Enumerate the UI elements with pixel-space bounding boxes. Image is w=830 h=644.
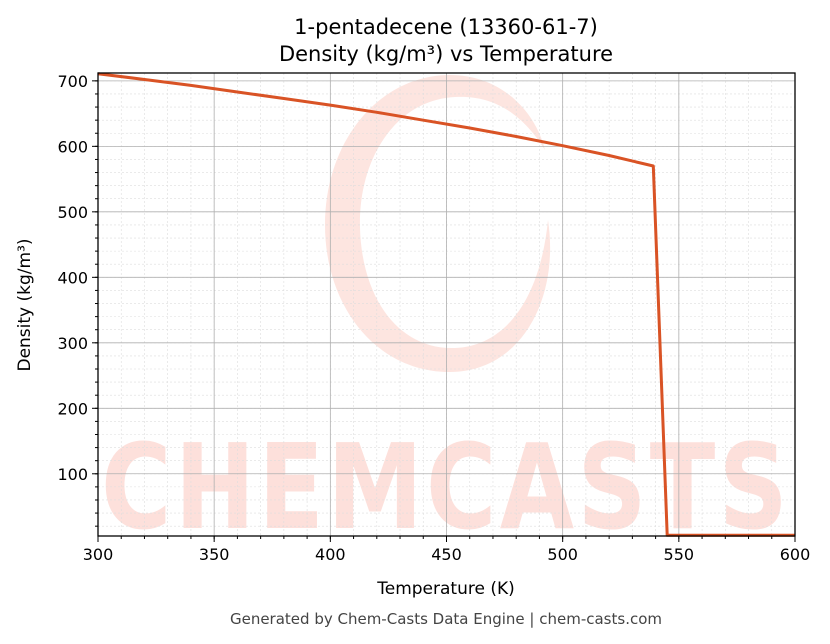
chart-subtitle: Density (kg/m³) vs Temperature: [279, 42, 613, 66]
watermark-swirl-icon: [325, 75, 551, 372]
y-tick-label: 100: [57, 465, 88, 484]
x-tick-label: 450: [431, 545, 462, 564]
x-tick-label: 550: [664, 545, 695, 564]
x-tick-label: 300: [83, 545, 114, 564]
x-axis-label: Temperature (K): [376, 579, 515, 599]
watermark: CHEMCASTS: [101, 75, 787, 556]
y-tick-label: 300: [57, 334, 88, 353]
density-line: [97, 72, 795, 537]
y-tick-label: 700: [57, 72, 88, 91]
x-tick-label: 400: [315, 545, 346, 564]
y-tick-label: 500: [57, 203, 88, 222]
x-tick-label: 600: [780, 545, 811, 564]
chart-title: 1-pentadecene (13360-61-7): [294, 15, 598, 39]
x-tick-label: 350: [199, 545, 230, 564]
x-tick-label: 500: [547, 545, 578, 564]
series-layer: [97, 72, 795, 537]
y-tick-label: 400: [57, 268, 88, 287]
y-tick-label: 200: [57, 399, 88, 418]
y-axis-label: Density (kg/m³): [15, 238, 35, 371]
y-tick-label: 600: [57, 137, 88, 156]
x-axis: 300 350 400 450 500 550 600: [83, 536, 811, 564]
y-axis: 100 200 300 400 500 600 700: [57, 72, 98, 527]
footer-credit: Generated by Chem-Casts Data Engine | ch…: [230, 610, 662, 628]
